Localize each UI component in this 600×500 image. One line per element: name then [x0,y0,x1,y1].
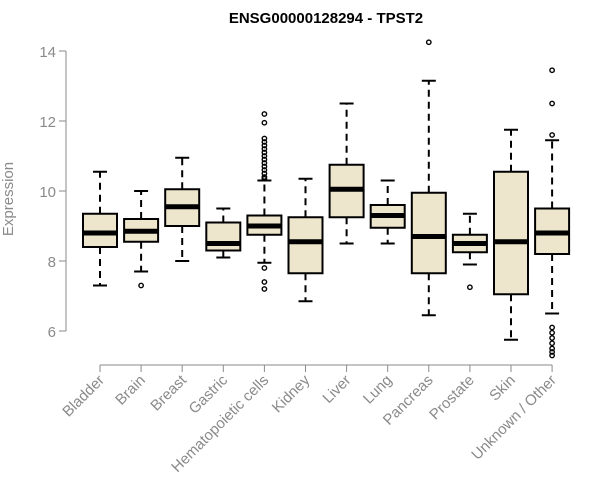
box-breast [164,156,201,262]
outlier-point [549,340,555,347]
x-tick-label-skin: Skin [486,372,519,405]
outlier-point [261,139,268,145]
outlier-point [549,100,555,107]
x-tick-label-breast: Breast [147,371,190,414]
outlier-point [549,324,555,331]
y-axis: 6 8 10 12 14 [39,44,67,341]
x-tick-label-bladder: Bladder [59,372,108,421]
outlier-point [261,160,268,166]
outlier-point [466,284,473,291]
outlier-point [261,163,268,170]
outlier-point [261,175,268,182]
outlier-point [138,282,145,289]
outlier-point [425,39,432,46]
y-tick-label: 8 [48,254,56,271]
box-brain [123,190,160,289]
outlier-point [549,345,555,352]
box-liver [328,102,365,245]
outlier-point [261,135,268,142]
iqr-box [287,216,324,275]
box-pancreas [410,39,447,317]
outlier-point [261,265,268,271]
y-tick-label: 6 [48,324,56,341]
outlier-point [261,156,268,163]
outlier-point [549,132,555,138]
iqr-box [410,191,447,275]
outlier-point [549,352,555,359]
chart-title: ENSG00000128294 - TPST2 [229,10,423,27]
box-hematopoietic-cells [246,111,283,292]
box-lung [369,179,406,245]
outlier-point [261,170,268,177]
box-prostate [451,212,488,291]
outlier-point [261,142,268,149]
outlier-point [549,335,555,341]
outlier-point [261,153,268,159]
outlier-point [549,67,555,74]
box-skin [493,128,529,341]
outlier-point [261,167,268,173]
box-kidney [287,177,324,303]
box-unknown-other [534,67,571,359]
box-bladder [82,170,118,287]
x-tick-label-prostate: Prostate [426,372,478,424]
outlier-point [261,119,268,126]
box-gastric [205,207,242,259]
iqr-box [205,221,242,252]
outlier-point [261,279,268,285]
x-tick-label-lung: Lung [360,372,396,408]
x-tick-label-kidney: Kidney [269,371,314,416]
y-tick-label: 12 [39,114,56,131]
outlier-point [549,349,555,355]
iqr-box [493,170,529,296]
outlier-point [261,149,268,156]
y-tick-label: 10 [39,184,56,201]
iqr-box [82,212,118,248]
outlier-point [261,111,268,117]
box-series [82,39,571,359]
y-tick-label: 14 [39,44,56,61]
y-axis-label: Expression [0,162,17,236]
x-tick-label-brain: Brain [112,372,149,409]
x-tick-label-liver: Liver [319,372,354,407]
outlier-point [261,146,268,152]
outlier-point [549,329,555,336]
outlier-point [261,286,268,292]
